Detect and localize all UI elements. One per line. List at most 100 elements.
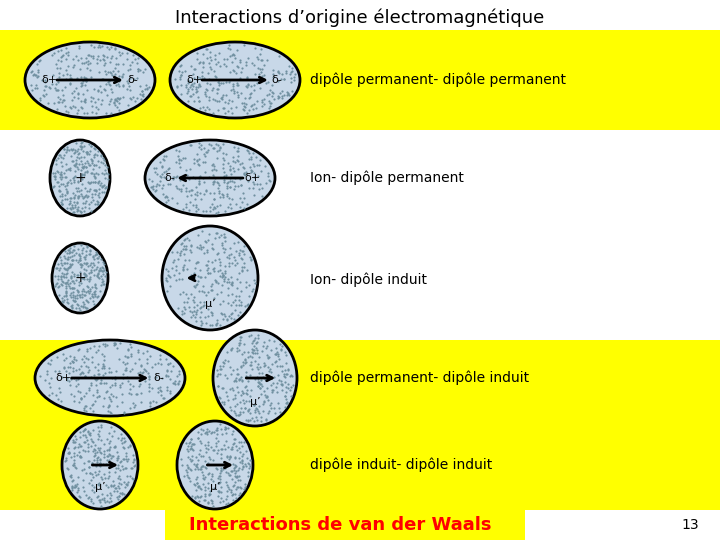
Point — [223, 40, 235, 49]
Point — [113, 106, 125, 114]
Point — [228, 51, 240, 59]
Point — [243, 292, 255, 300]
Point — [105, 454, 117, 463]
Point — [224, 253, 235, 262]
Point — [93, 444, 104, 453]
Point — [67, 189, 78, 198]
Point — [85, 72, 96, 81]
Point — [227, 395, 238, 403]
Point — [94, 40, 105, 49]
Point — [186, 191, 197, 199]
Point — [233, 375, 245, 383]
Point — [78, 391, 90, 400]
Point — [82, 178, 94, 186]
Point — [241, 83, 253, 91]
Point — [239, 483, 251, 491]
Point — [78, 171, 89, 180]
Point — [187, 172, 199, 181]
Point — [94, 462, 106, 471]
Point — [225, 445, 237, 454]
Point — [225, 301, 237, 309]
Point — [174, 377, 185, 386]
Point — [80, 271, 91, 280]
Point — [232, 466, 243, 475]
Point — [191, 475, 202, 484]
Point — [101, 480, 112, 489]
Point — [117, 374, 129, 383]
Point — [161, 191, 172, 200]
Point — [62, 62, 73, 71]
Point — [104, 489, 116, 498]
Point — [76, 138, 87, 147]
Point — [100, 183, 112, 191]
Point — [156, 390, 167, 399]
Point — [143, 387, 155, 396]
Point — [45, 383, 56, 391]
Point — [70, 303, 81, 312]
Point — [197, 63, 209, 71]
Point — [105, 390, 117, 399]
Point — [78, 274, 90, 283]
Point — [188, 440, 199, 448]
Point — [162, 195, 174, 204]
Ellipse shape — [145, 140, 275, 216]
Point — [225, 453, 236, 461]
Point — [73, 177, 84, 186]
Point — [65, 260, 76, 268]
Point — [216, 384, 228, 393]
Point — [185, 242, 197, 251]
Point — [186, 445, 198, 454]
Point — [238, 348, 250, 356]
Point — [66, 259, 78, 268]
Point — [105, 397, 117, 406]
Point — [43, 378, 55, 387]
Point — [75, 453, 86, 461]
Point — [250, 334, 261, 342]
Point — [146, 383, 158, 392]
Point — [93, 68, 104, 76]
Point — [79, 424, 91, 433]
Point — [188, 97, 199, 105]
Point — [221, 452, 233, 461]
Point — [81, 407, 92, 415]
Point — [57, 180, 68, 188]
Point — [97, 50, 109, 59]
Point — [259, 391, 271, 400]
Point — [220, 267, 231, 275]
Point — [75, 261, 86, 269]
Point — [78, 97, 90, 105]
Point — [40, 77, 51, 86]
Point — [197, 474, 209, 482]
Point — [242, 81, 253, 90]
Point — [176, 310, 188, 319]
Point — [201, 44, 212, 53]
Point — [83, 158, 94, 167]
Point — [104, 80, 115, 89]
Point — [220, 464, 231, 472]
Point — [78, 141, 90, 150]
Point — [76, 394, 87, 403]
Point — [240, 462, 252, 470]
Point — [237, 387, 248, 395]
Point — [206, 471, 217, 480]
Point — [282, 398, 293, 407]
Point — [285, 392, 297, 400]
Point — [68, 55, 79, 64]
Point — [108, 442, 120, 451]
Point — [262, 171, 274, 180]
Point — [89, 170, 100, 179]
Point — [216, 95, 228, 104]
Point — [194, 493, 206, 502]
Point — [64, 71, 76, 79]
Point — [89, 171, 100, 180]
Point — [93, 460, 104, 469]
Point — [276, 386, 288, 394]
Point — [230, 434, 241, 443]
Point — [261, 392, 273, 400]
Point — [202, 305, 214, 313]
Point — [102, 451, 113, 460]
Point — [112, 94, 123, 103]
Point — [77, 146, 89, 155]
Point — [246, 365, 257, 374]
Point — [104, 76, 115, 85]
